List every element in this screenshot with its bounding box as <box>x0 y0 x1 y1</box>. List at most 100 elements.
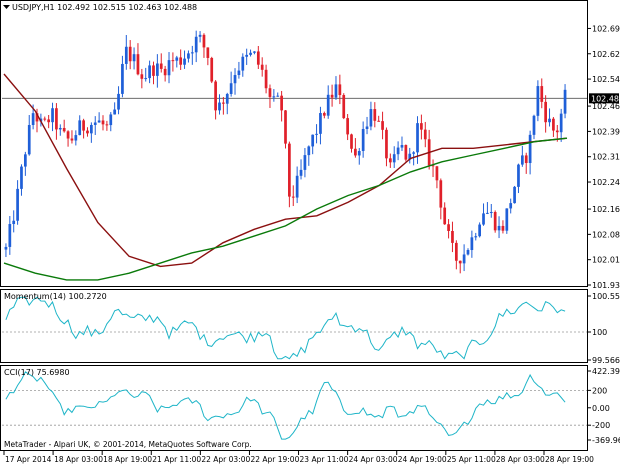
candle-body <box>163 68 167 76</box>
candle-body <box>423 129 427 140</box>
candle-body <box>291 196 295 198</box>
price-axis-label: 101.935 <box>592 281 620 290</box>
candle-body <box>548 118 551 123</box>
candle-body <box>47 119 51 123</box>
candle-body <box>361 128 365 151</box>
candle-body <box>513 186 516 204</box>
time-axis-label: 22 Apr 19:00 <box>250 455 299 464</box>
price-pane[interactable] <box>0 0 588 287</box>
candle-body <box>319 113 322 134</box>
candle-body <box>237 70 241 76</box>
price-axis-label: 102.695 <box>592 24 620 33</box>
candle-body <box>420 123 423 130</box>
candle-body <box>342 95 346 119</box>
candle-body <box>105 124 109 126</box>
candle-body <box>315 133 318 135</box>
candle-body <box>408 153 412 160</box>
candle-body <box>260 64 264 70</box>
candle-body <box>121 63 124 94</box>
candle-body <box>74 135 78 141</box>
candle-body <box>31 113 35 125</box>
candle-body <box>416 123 419 153</box>
candle-body <box>505 208 509 231</box>
momentum-title: Momentum(14) 100.2720 <box>4 292 107 301</box>
candle-body <box>148 65 151 79</box>
candle-body <box>524 155 528 164</box>
price-axis-label: 102.545 <box>592 75 620 84</box>
candle-body <box>156 63 159 76</box>
momentum-axis-label: 100 <box>592 328 607 337</box>
candle-body <box>486 212 489 214</box>
time-axis-label: 18 Apr 03:00 <box>54 455 103 464</box>
candle-body <box>229 83 233 94</box>
candle-body <box>218 102 221 111</box>
price-axis-label: 102.390 <box>592 127 620 136</box>
candle-body <box>179 57 183 65</box>
candle-body <box>532 115 536 135</box>
candle-body <box>474 236 478 238</box>
candle-body <box>435 166 439 181</box>
candle-body <box>439 180 443 208</box>
candle-body <box>264 69 268 89</box>
candle-body <box>400 145 404 148</box>
last-price-label: 102.488 <box>591 94 620 103</box>
candle-body <box>187 53 190 59</box>
candle-body <box>369 109 373 127</box>
candle-body <box>159 63 163 69</box>
candle-body <box>136 54 140 75</box>
candle-body <box>214 81 217 111</box>
candle-body <box>90 124 93 134</box>
candle-body <box>334 84 338 98</box>
candle-body <box>20 166 23 189</box>
cci-axis-label: -200 <box>592 421 610 430</box>
candle-body <box>346 118 349 135</box>
candle-body <box>27 124 31 155</box>
moving-average-slow-line <box>3 137 568 281</box>
candle-body <box>385 129 388 159</box>
cci-axis-label: 200 <box>592 386 607 395</box>
momentum-pane[interactable] <box>0 289 588 363</box>
price-axis-label: 102.085 <box>592 230 620 239</box>
candle-body <box>544 101 548 123</box>
candle-body <box>113 109 117 115</box>
axes-layer: 102.695 102.620 102.545 102.465 102.390 102.3… <box>3 24 620 464</box>
candle-body <box>249 52 252 55</box>
time-axis-label: 18 Apr 19:00 <box>103 455 152 464</box>
candle-body <box>268 88 272 97</box>
moving-average-fast-line <box>3 73 568 268</box>
candle-body <box>272 96 276 98</box>
candle-body <box>559 113 563 133</box>
candle-body <box>86 130 89 134</box>
candle-body <box>311 134 315 147</box>
candle-body <box>222 102 225 104</box>
time-axis-label: 17 Apr 2014 <box>5 455 52 464</box>
candle-body <box>326 94 330 116</box>
candle-body <box>202 34 206 48</box>
candle-body <box>245 54 249 57</box>
candle-body <box>365 126 369 129</box>
last-price-marker <box>589 93 619 104</box>
candle-body <box>117 93 120 110</box>
candle-body <box>4 246 8 250</box>
candle-body <box>23 154 27 167</box>
candle-body <box>62 127 66 132</box>
candle-body <box>124 46 128 64</box>
cci-axis-label: 0.00 <box>592 404 610 413</box>
candle-body <box>388 158 392 163</box>
candle-body <box>144 78 148 80</box>
price-axis-label: 102.465 <box>592 102 620 111</box>
candle-body <box>82 120 85 131</box>
price-axis-label: 102.240 <box>592 178 620 187</box>
candle-body <box>330 94 334 98</box>
candle-body <box>206 47 210 58</box>
candle-body <box>288 143 291 197</box>
momentum-line <box>5 296 566 360</box>
candle-body <box>175 57 179 61</box>
candle-body <box>51 108 54 123</box>
symbol-dropdown-icon[interactable] <box>3 5 10 9</box>
candle-body <box>194 36 198 53</box>
cci-axis-label: -369.9692 <box>592 436 620 445</box>
cci-pane[interactable] <box>0 365 588 451</box>
